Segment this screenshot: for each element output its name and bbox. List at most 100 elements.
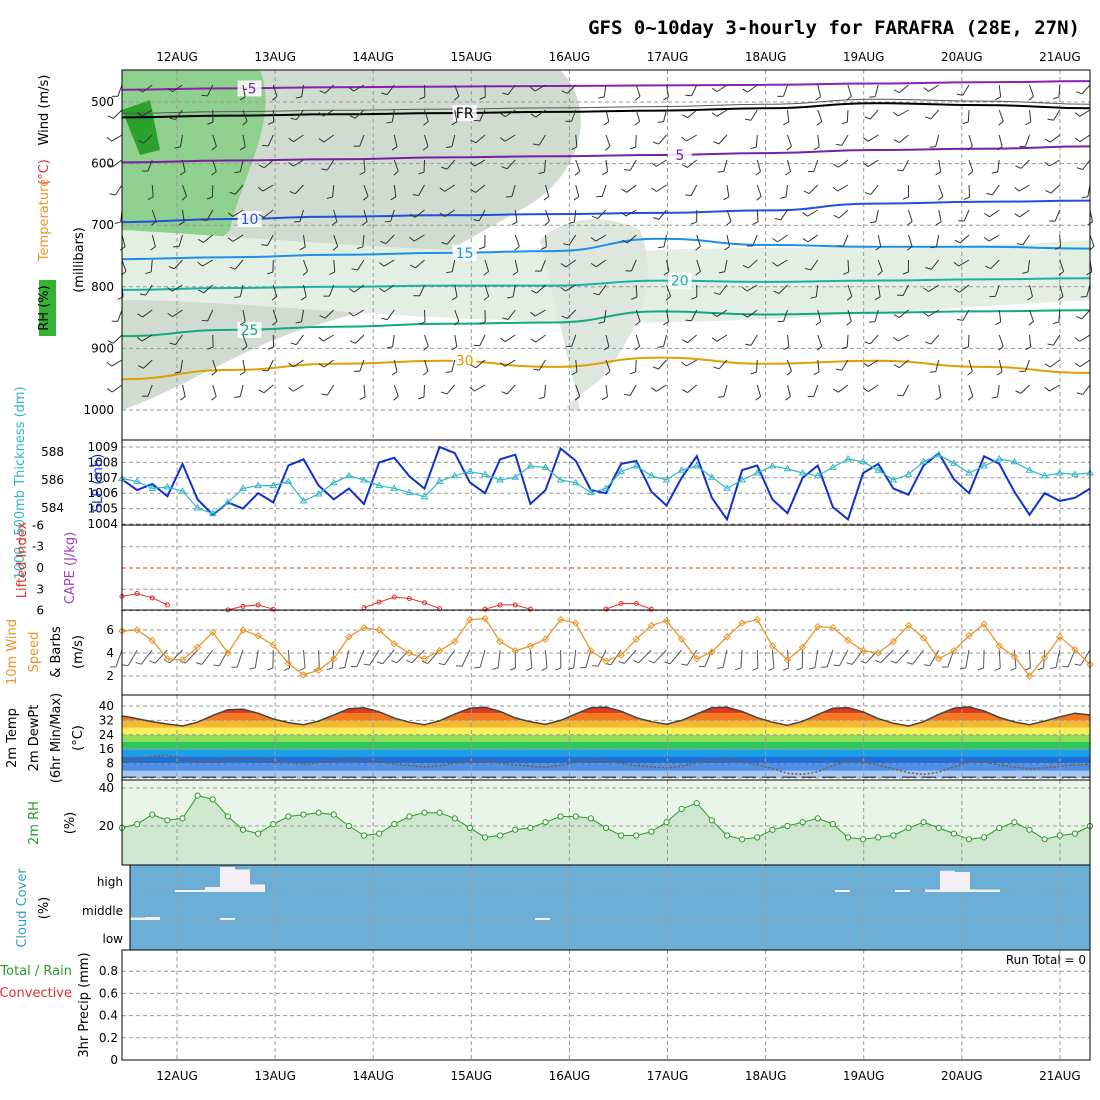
wind-barb xyxy=(535,109,546,118)
wind-barb-feather xyxy=(356,246,363,249)
rh-marker xyxy=(406,813,413,820)
middle-cloud-bar xyxy=(145,917,160,920)
thickness-marker xyxy=(798,469,807,476)
high-cloud-bar xyxy=(835,890,850,892)
wind-barb-feather xyxy=(991,171,998,174)
wind-barb-feather xyxy=(923,664,930,667)
wind-barb-feather xyxy=(151,220,157,226)
y-tick-label: 1000 xyxy=(83,403,114,417)
wind-barb xyxy=(686,134,698,142)
wind-barb-feather xyxy=(658,246,665,249)
temp-ylabel-minmax: (6hr Min/Max) xyxy=(49,693,64,783)
run-total-annotation: Run Total = 0 xyxy=(1006,953,1086,967)
wind-barb xyxy=(666,259,670,272)
wind-barb xyxy=(234,184,244,195)
wind-barb-feather xyxy=(785,396,791,401)
wind-speed-marker xyxy=(405,649,414,657)
wind-barb xyxy=(391,109,395,122)
wind-barb-feather xyxy=(742,264,749,269)
wind-speed-marker xyxy=(859,646,867,655)
wind-barb xyxy=(111,159,123,168)
y-tick-label: 500 xyxy=(91,95,114,109)
precip-tick-label: 0.2 xyxy=(99,1031,118,1045)
wind-barb xyxy=(545,184,550,197)
wind-barb xyxy=(242,359,246,372)
wind-speed-marker xyxy=(602,657,610,665)
thickness-marker xyxy=(602,484,610,491)
wind-barb xyxy=(172,84,183,93)
wind-barb-feather xyxy=(283,667,290,671)
wind-speed-marker xyxy=(345,633,353,641)
wind-barb xyxy=(504,334,516,343)
wind-barb xyxy=(568,234,577,246)
wind-barb xyxy=(962,309,970,321)
wind-barb-feather xyxy=(601,396,608,401)
lifted-index-marker xyxy=(618,601,624,606)
wind-barb-feather xyxy=(571,371,578,376)
wind-speed-marker xyxy=(1056,633,1064,641)
rh-marker xyxy=(451,815,458,822)
wind-barb xyxy=(998,359,1003,372)
x-tick-label-bottom: 17AUG xyxy=(647,1069,689,1083)
wind-barb xyxy=(815,284,819,297)
wind-barb xyxy=(967,109,970,123)
wind-barb xyxy=(545,209,550,222)
wind-barb-feather xyxy=(750,146,757,150)
high-cloud-bar xyxy=(970,889,985,892)
thickness-marker xyxy=(133,477,142,484)
wind-speed-marker xyxy=(178,656,187,664)
wind-barb xyxy=(142,84,153,93)
wind-barb xyxy=(838,384,849,393)
wind-barb xyxy=(658,209,667,220)
wind-barb-feather xyxy=(620,211,627,217)
thickness-marker xyxy=(844,455,852,462)
wind-barb-feather xyxy=(439,187,445,192)
thickness-marker xyxy=(314,490,323,497)
contour-label: 10 xyxy=(241,212,259,228)
wind-barb xyxy=(571,334,577,347)
wind-barb-feather xyxy=(634,121,640,126)
thickness-marker xyxy=(995,455,1004,462)
wind-barb xyxy=(787,334,790,347)
wind-barb xyxy=(1059,234,1062,248)
wind-barb-feather xyxy=(561,90,568,94)
wind-speed-marker xyxy=(874,649,882,657)
x-tick-label-bottom: 20AUG xyxy=(941,1069,983,1083)
wind-barb-feather xyxy=(603,121,610,126)
thickness-marker xyxy=(360,476,368,483)
wind-barb-feather xyxy=(846,321,852,326)
wind-barb xyxy=(424,109,429,122)
wind-barb xyxy=(203,234,214,243)
wind-barb xyxy=(595,259,607,268)
rh-marker xyxy=(542,819,549,826)
wind-barb-feather xyxy=(419,321,426,325)
wind-barb-feather xyxy=(555,667,561,671)
contour-label-bg xyxy=(667,146,692,163)
wind-speed-line xyxy=(121,617,1091,678)
wind-barb-feather xyxy=(634,346,640,351)
wind-barb xyxy=(143,134,153,144)
wind-barb-feather xyxy=(685,319,692,322)
wind-barb-feather xyxy=(239,146,246,151)
wind-barb xyxy=(605,359,611,372)
rh-marker xyxy=(330,811,337,818)
wind-barb xyxy=(998,134,1003,147)
upper-air-ylabel-units: (°C) xyxy=(37,159,52,185)
thickness-marker xyxy=(344,471,353,479)
contour-label: FR xyxy=(456,106,474,122)
rh-marker xyxy=(723,832,731,839)
wind-speed-marker xyxy=(163,655,172,663)
wind-barb-feather xyxy=(864,341,871,345)
wind-barb xyxy=(869,109,879,120)
wind-barb xyxy=(169,649,183,664)
rh-marker xyxy=(1011,819,1018,826)
wind-barb xyxy=(326,384,335,396)
wind-barb-feather xyxy=(511,221,518,226)
wind-barb-feather xyxy=(332,245,339,251)
wind-barb-feather xyxy=(119,246,126,251)
wind-barb xyxy=(807,234,819,243)
wind-barb xyxy=(630,259,637,272)
wind-barb-feather xyxy=(846,662,853,665)
wind-speed-marker xyxy=(723,633,731,641)
